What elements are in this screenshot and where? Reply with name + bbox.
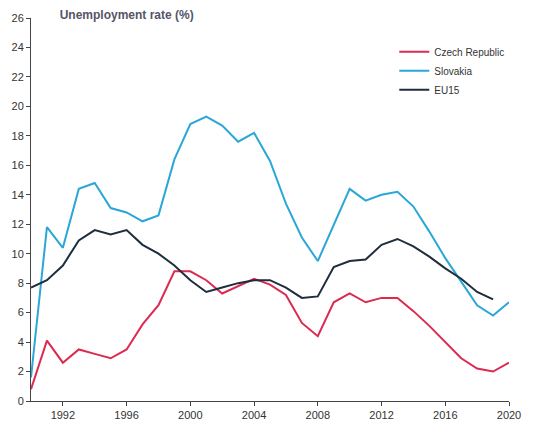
svg-text:4: 4: [18, 336, 24, 348]
svg-text:6: 6: [18, 306, 24, 318]
svg-text:8: 8: [18, 277, 24, 289]
svg-text:2016: 2016: [433, 409, 457, 421]
svg-text:14: 14: [12, 189, 24, 201]
svg-text:2000: 2000: [178, 409, 202, 421]
svg-text:Unemployment rate (%): Unemployment rate (%): [60, 8, 194, 22]
svg-text:24: 24: [12, 41, 24, 53]
svg-text:1996: 1996: [114, 409, 138, 421]
svg-text:2008: 2008: [306, 409, 330, 421]
svg-text:1992: 1992: [51, 409, 75, 421]
svg-text:2012: 2012: [369, 409, 393, 421]
svg-text:22: 22: [12, 71, 24, 83]
svg-text:26: 26: [12, 12, 24, 24]
svg-text:12: 12: [12, 218, 24, 230]
svg-text:Slovakia: Slovakia: [434, 66, 472, 77]
svg-text:2004: 2004: [242, 409, 266, 421]
svg-text:0: 0: [18, 395, 24, 407]
svg-text:Czech Republic: Czech Republic: [434, 47, 504, 58]
svg-text:10: 10: [12, 248, 24, 260]
svg-text:16: 16: [12, 159, 24, 171]
svg-text:2: 2: [18, 365, 24, 377]
svg-text:EU15: EU15: [434, 85, 459, 96]
svg-text:2020: 2020: [497, 409, 521, 421]
svg-text:20: 20: [12, 100, 24, 112]
svg-text:18: 18: [12, 130, 24, 142]
